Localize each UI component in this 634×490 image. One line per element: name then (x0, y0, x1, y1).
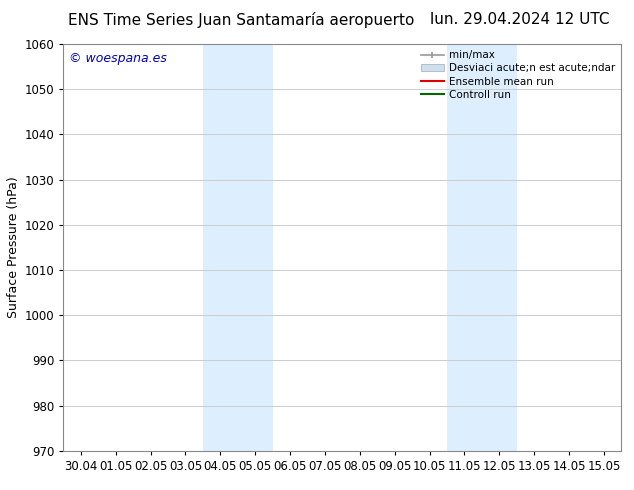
Text: lun. 29.04.2024 12 UTC: lun. 29.04.2024 12 UTC (430, 12, 610, 27)
Y-axis label: Surface Pressure (hPa): Surface Pressure (hPa) (8, 176, 20, 318)
Text: © woespana.es: © woespana.es (69, 52, 167, 65)
Bar (447, 44, 517, 451)
Text: ENS Time Series Juan Santamaría aeropuerto: ENS Time Series Juan Santamaría aeropuer… (68, 12, 414, 28)
Bar (203, 44, 273, 451)
Legend: min/max, Desviaci acute;n est acute;ndar, Ensemble mean run, Controll run: min/max, Desviaci acute;n est acute;ndar… (417, 46, 619, 104)
